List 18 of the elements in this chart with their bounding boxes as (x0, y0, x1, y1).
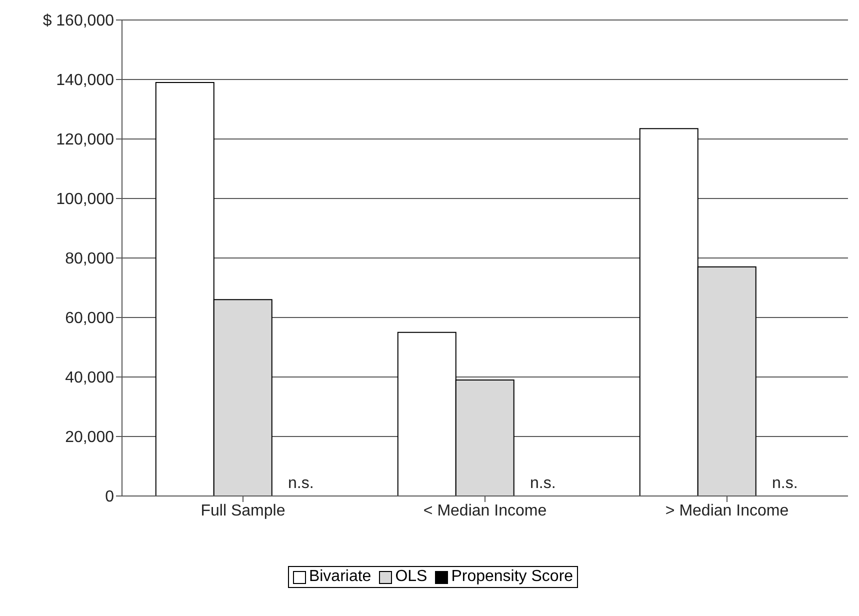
legend-label: Propensity Score (450, 568, 574, 586)
y-tick-label: 100,000 (56, 191, 114, 208)
text: n.s. (772, 475, 798, 492)
x-tick-label: Full Sample (200, 502, 286, 520)
y-tick-label: 80,000 (65, 250, 114, 268)
y-tick-label: $ 160,000 (42, 12, 114, 30)
legend-label: OLS (394, 568, 428, 586)
y-tick-label: 20,000 (65, 429, 114, 446)
legend-label: Bivariate (308, 568, 372, 586)
y-tick-label: 40,000 (65, 370, 114, 387)
y-tick-label: 0 (105, 488, 114, 506)
y-tick-label: 140,000 (56, 72, 114, 90)
x-tick-label: > Median Income (665, 502, 789, 520)
x-tick-label: < Median Income (423, 502, 547, 520)
y-tick-label: 60,000 (65, 310, 114, 328)
y-tick-label: 120,000 (56, 132, 114, 149)
text: n.s. (288, 475, 314, 492)
text: n.s. (530, 475, 556, 492)
